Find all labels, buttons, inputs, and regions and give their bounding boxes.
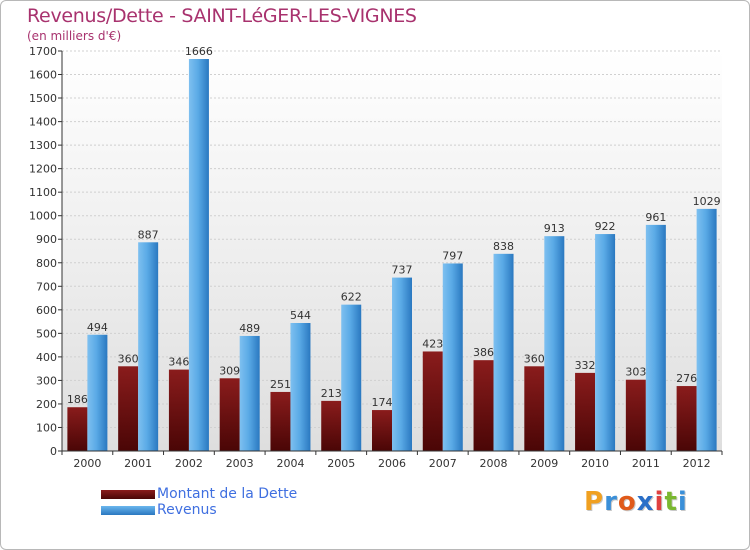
bar-dette <box>118 366 139 451</box>
x-tick-label: 2005 <box>327 457 355 470</box>
bar-revenus <box>645 224 666 451</box>
data-label-dette: 213 <box>321 387 342 400</box>
logo-letter: P <box>584 487 605 517</box>
data-label-revenus: 737 <box>392 264 413 277</box>
bar-revenus <box>696 208 717 451</box>
data-label-dette: 309 <box>219 364 240 377</box>
y-tick-label: 400 <box>36 351 57 364</box>
y-tick-label: 300 <box>36 374 57 387</box>
bar-revenus <box>239 335 260 451</box>
data-label-dette: 186 <box>67 393 88 406</box>
data-label-revenus: 838 <box>493 240 514 253</box>
bar-dette <box>422 351 443 451</box>
logo-letter: i <box>677 487 688 517</box>
bar-dette <box>473 360 494 451</box>
data-label-dette: 360 <box>524 352 545 365</box>
bar-revenus <box>442 263 463 451</box>
bar-dette <box>524 366 545 451</box>
y-tick-label: 600 <box>36 304 57 317</box>
data-label-dette: 386 <box>473 346 494 359</box>
x-tick-label: 2004 <box>276 457 304 470</box>
bar-dette <box>575 372 596 451</box>
y-tick-label: 1000 <box>29 210 57 223</box>
chart-subtitle: (en milliers d'€) <box>27 29 122 43</box>
bar-dette <box>372 410 392 451</box>
data-label-revenus: 622 <box>341 291 362 304</box>
bar-dette <box>321 400 342 451</box>
y-tick-label: 1700 <box>29 45 57 58</box>
x-tick-label: 2006 <box>378 457 406 470</box>
data-label-revenus: 489 <box>239 322 260 335</box>
x-tick-label: 2000 <box>73 457 101 470</box>
y-tick-label: 800 <box>36 257 57 270</box>
y-tick-label: 1200 <box>29 163 57 176</box>
data-label-dette: 174 <box>372 396 393 409</box>
data-label-revenus: 961 <box>645 211 666 224</box>
data-label-revenus: 1666 <box>185 45 213 58</box>
legend-swatch-dette <box>101 490 155 499</box>
data-label-revenus: 922 <box>595 220 616 233</box>
logo-letter: x <box>636 487 655 517</box>
x-tick-label: 2012 <box>683 457 711 470</box>
bar-dette <box>219 378 240 451</box>
y-tick-label: 200 <box>36 398 57 411</box>
data-label-revenus: 1029 <box>693 195 721 208</box>
bar-revenus <box>341 304 362 451</box>
data-label-revenus: 797 <box>442 249 463 262</box>
x-tick-label: 2003 <box>226 457 254 470</box>
y-tick-label: 1100 <box>29 186 57 199</box>
y-tick-label: 1300 <box>29 139 57 152</box>
proxiti-logo: Proxiti <box>584 487 688 517</box>
data-label-dette: 360 <box>118 352 139 365</box>
bar-dette <box>625 379 646 451</box>
bar-dette <box>67 407 88 451</box>
legend-swatch-revenus <box>101 506 155 515</box>
data-label-revenus: 913 <box>544 222 565 235</box>
x-tick-label: 2010 <box>581 457 609 470</box>
data-label-revenus: 544 <box>290 309 311 322</box>
logo-letter: i <box>654 487 665 517</box>
bar-revenus <box>188 59 209 451</box>
y-tick-label: 0 <box>50 445 57 458</box>
y-tick-label: 1500 <box>29 92 57 105</box>
y-tick-label: 500 <box>36 327 57 340</box>
bar-revenus <box>544 236 565 451</box>
logo-letter: o <box>617 487 637 517</box>
bar-revenus <box>493 253 514 451</box>
logo-letter: r <box>604 487 618 517</box>
bar-revenus <box>87 334 108 451</box>
y-tick-label: 100 <box>36 421 57 434</box>
data-label-revenus: 494 <box>87 321 108 334</box>
x-tick-label: 2002 <box>175 457 203 470</box>
y-tick-label: 900 <box>36 233 57 246</box>
bar-dette <box>676 386 697 451</box>
x-tick-label: 2011 <box>632 457 660 470</box>
data-label-dette: 251 <box>270 378 291 391</box>
bar-dette <box>168 369 189 451</box>
data-label-dette: 303 <box>625 366 646 379</box>
x-tick-label: 2008 <box>480 457 508 470</box>
bar-revenus <box>290 323 311 451</box>
y-tick-label: 700 <box>36 280 57 293</box>
data-label-dette: 423 <box>422 337 443 350</box>
legend-label-revenus: Revenus <box>157 502 217 518</box>
x-tick-label: 2009 <box>530 457 558 470</box>
x-tick-label: 2007 <box>429 457 457 470</box>
data-label-dette: 346 <box>168 356 189 369</box>
bar-dette <box>270 391 291 451</box>
data-label-dette: 332 <box>575 359 596 372</box>
data-label-dette: 276 <box>676 372 697 385</box>
bar-revenus <box>138 242 159 451</box>
bar-revenus <box>595 234 616 451</box>
x-tick-label: 2001 <box>124 457 152 470</box>
y-tick-label: 1600 <box>29 69 57 82</box>
chart-title: Revenus/Dette - SAINT-LéGER-LES-VIGNES <box>27 5 417 27</box>
bar-revenus <box>392 277 412 451</box>
data-label-revenus: 887 <box>138 228 159 241</box>
legend-label-dette: Montant de la Dette <box>157 486 298 502</box>
y-tick-label: 1400 <box>29 116 57 129</box>
logo-letter: t <box>664 487 678 517</box>
